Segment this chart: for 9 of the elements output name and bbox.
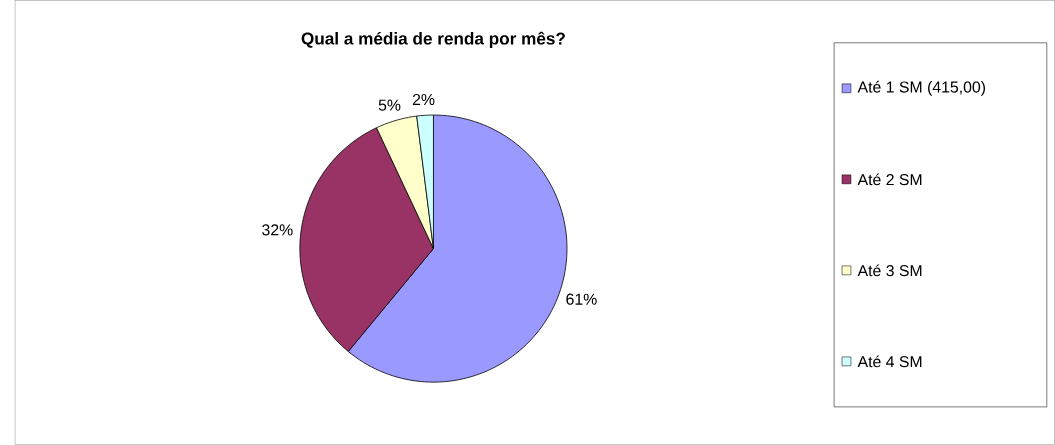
data-label: 2%: [412, 94, 435, 106]
legend-label: Até 2 SM: [857, 173, 922, 186]
legend-label: Até 4 SM: [857, 355, 922, 368]
data-label: 5%: [378, 99, 401, 111]
data-label: 32%: [262, 224, 293, 236]
legend-label: Até 3 SM: [857, 264, 922, 277]
chart-title: Qual a média de renda por mês?: [301, 31, 565, 49]
legend-label: Até 1 SM (415,00): [857, 80, 986, 96]
data-label: 61%: [566, 293, 597, 305]
